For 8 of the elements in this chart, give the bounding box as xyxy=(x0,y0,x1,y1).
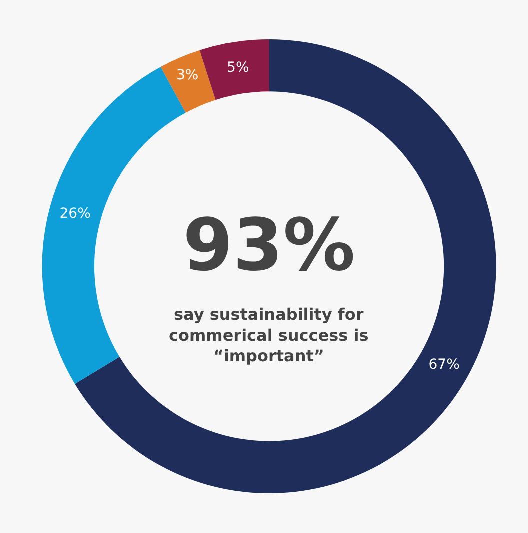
data-label: 5% xyxy=(227,60,250,76)
data-label: 26% xyxy=(60,206,91,222)
donut-slice xyxy=(160,50,216,113)
donut-slice xyxy=(200,39,270,100)
data-label: 67% xyxy=(428,357,460,374)
text: say sustainability for commerical success is “important” xyxy=(169,305,369,366)
data-label: 3% xyxy=(176,68,199,84)
text: 93% xyxy=(183,203,356,287)
